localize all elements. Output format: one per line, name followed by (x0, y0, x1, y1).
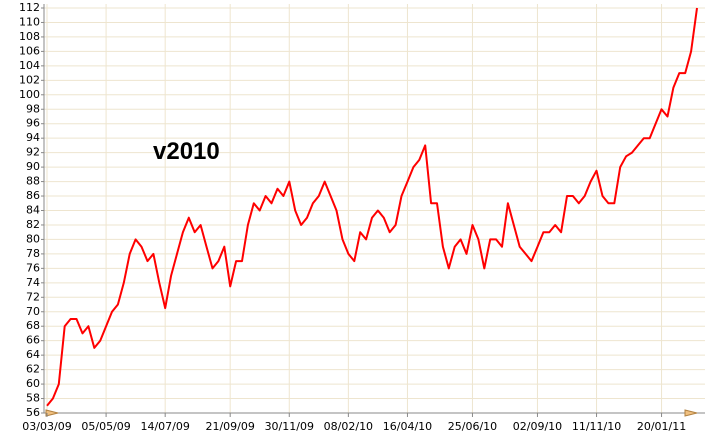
x-tick-label: 25/06/10 (448, 420, 497, 433)
y-tick-label: 62 (26, 363, 40, 376)
y-tick-label: 80 (26, 232, 40, 245)
y-tick-label: 74 (26, 276, 40, 289)
y-tick-label: 66 (26, 334, 40, 347)
price-line (46, 7, 698, 407)
x-tick-label: 02/09/10 (513, 420, 562, 433)
y-tick-label: 84 (26, 204, 40, 217)
y-tick-label: 86 (26, 189, 40, 202)
x-tick-label: 11/11/10 (572, 420, 621, 433)
y-tick-label: 82 (26, 218, 40, 231)
y-tick-label: 90 (26, 160, 40, 173)
x-tick-label: 14/07/09 (140, 420, 189, 433)
x-tick-label: 16/04/10 (383, 420, 432, 433)
y-tick-label: 94 (26, 131, 40, 144)
y-tick-label: 102 (19, 73, 40, 86)
y-tick-label: 98 (26, 102, 40, 115)
x-tick-label: 08/02/10 (324, 420, 373, 433)
y-tick-label: 58 (26, 392, 40, 405)
y-tick-label: 70 (26, 305, 40, 318)
y-tick-label: 64 (26, 348, 40, 361)
y-tick-label: 110 (19, 15, 40, 28)
y-tick-label: 104 (19, 59, 40, 72)
y-tick-label: 88 (26, 175, 40, 188)
scroll-right[interactable] (684, 409, 698, 417)
annotation: v2010 (153, 138, 220, 165)
y-tick-label: 108 (19, 30, 40, 43)
y-tick-label: 106 (19, 44, 40, 57)
x-tick-label: 05/05/09 (81, 420, 130, 433)
x-tick-label: 30/11/09 (265, 420, 314, 433)
y-tick-label: 96 (26, 117, 40, 130)
x-tick-label: 03/03/09 (22, 420, 71, 433)
y-tick-label: 92 (26, 146, 40, 159)
y-tick-label: 68 (26, 319, 40, 332)
y-tick-label: 72 (26, 290, 40, 303)
x-tick-label: 20/01/11 (637, 420, 686, 433)
y-tick-label: 60 (26, 377, 40, 390)
x-tick-label: 21/09/09 (205, 420, 254, 433)
y-tick-label: 112 (19, 1, 40, 14)
scroll-left[interactable] (45, 409, 59, 417)
y-tick-label: 100 (19, 88, 40, 101)
y-tick-label: 78 (26, 247, 40, 260)
y-tick-label: 76 (26, 261, 40, 274)
grid (44, 4, 705, 414)
y-tick-label: 56 (26, 406, 40, 419)
